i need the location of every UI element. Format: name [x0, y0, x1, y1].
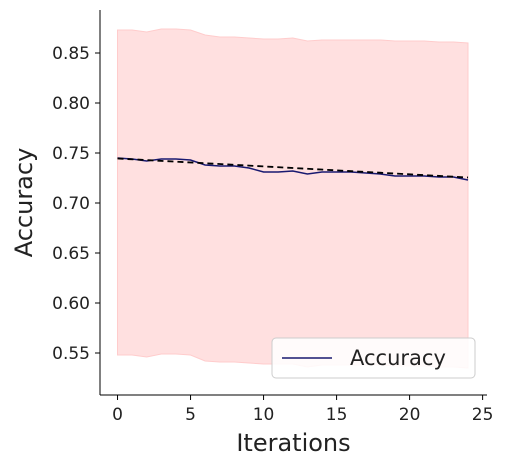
y-tick-label: 0.75	[52, 144, 90, 164]
y-tick-label: 0.60	[52, 294, 90, 314]
y-tick-label: 0.65	[52, 244, 90, 264]
x-tick-label: 0	[112, 405, 123, 425]
legend-box	[271, 337, 476, 379]
series-line-accuracy	[117, 157, 469, 181]
x-tick-label: 10	[253, 405, 275, 425]
legend-label-accuracy: Accuracy	[350, 346, 446, 370]
x-tick-label: 5	[185, 405, 196, 425]
y-tick-label: 0.85	[52, 44, 90, 64]
x-tick-label: 20	[399, 405, 421, 425]
y-tick-label: 0.80	[52, 94, 90, 114]
axes: 0 5 10 15 20 25 0.55 0.60 0.65 0.70 0.75 0.80 0.85	[52, 10, 493, 425]
x-axis-title: Iterations	[236, 429, 350, 457]
y-axis-title: Accuracy	[10, 148, 38, 258]
legend: Accuracy	[271, 337, 476, 379]
confidence-band	[117, 28, 469, 369]
y-tick-label: 0.55	[52, 344, 90, 364]
y-tick-label: 0.70	[52, 194, 90, 214]
trend-line	[117, 157, 469, 179]
x-tick-label: 15	[326, 405, 348, 425]
plot-area	[117, 28, 469, 369]
x-tick-label: 25	[472, 405, 494, 425]
